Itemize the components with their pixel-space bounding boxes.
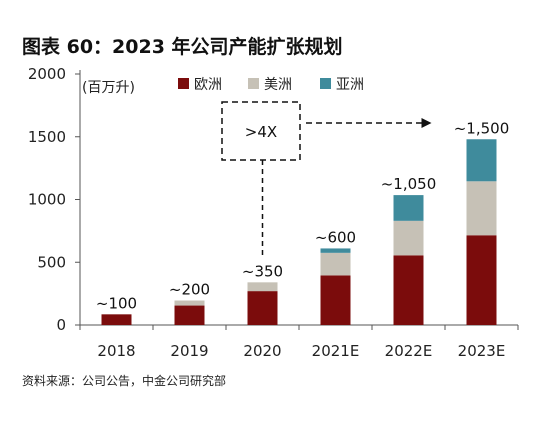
bars [101,139,497,325]
total-label: ~1,050 [381,175,437,193]
total-label: ~100 [96,294,137,312]
x-tick-label: 2023E [458,342,506,360]
source-note: 资料来源：公司公告，中金公司研究部 [22,374,227,388]
growth-annotation: >4X [221,101,432,259]
unit-label: (百万升) [82,80,135,96]
legend-swatch [248,78,259,89]
bar-segment [466,139,497,182]
bar-segment [466,181,497,236]
legend-label: 美洲 [264,77,292,93]
annotation-text: >4X [245,123,277,141]
bar-segment [247,291,278,325]
x-tick-label: 2019 [170,342,208,360]
legend-swatch [320,78,331,89]
bar-segment [320,252,351,276]
annotation-box [221,101,301,161]
x-tick-label: 2022E [385,342,433,360]
x-tick-label: 2018 [97,342,135,360]
bar-segment [393,255,424,325]
bar-segment [466,235,497,325]
y-tick-label: 0 [56,316,66,334]
y-tick-label: 500 [37,253,66,271]
bar-segment [320,248,351,253]
bar-segment [174,305,205,325]
y-tick-label: 2000 [28,65,66,83]
legend: 欧洲 美洲 亚洲 [178,77,364,93]
bar-segment [393,195,424,221]
total-labels: ~100 ~200 ~350 ~600 ~1,050 ~1,500 [96,119,509,312]
x-tick-label: 2020 [243,342,281,360]
bar-segment [247,282,278,292]
total-label: ~350 [242,262,283,280]
annotation-arrow-head [421,118,432,128]
legend-label: 亚洲 [336,77,364,93]
bar-segment [393,220,424,256]
bar-segment [174,300,205,306]
x-tick-label: 2021E [312,342,360,360]
chart-title: 图表 60：2023 年公司产能扩张规划 [22,36,343,58]
bar-segment [320,275,351,325]
total-label: ~200 [169,281,210,299]
y-tick-label: 1500 [28,128,66,146]
y-tick-label: 1000 [28,191,66,209]
total-label: ~600 [315,228,356,246]
axes: 0 500 1000 1500 2000 (百万升) 2018 2019 2020 2021E 20… [28,65,519,360]
total-label: ~1,500 [454,119,510,137]
bar-segment [101,314,132,325]
legend-label: 欧洲 [194,77,222,93]
legend-swatch [178,78,189,89]
